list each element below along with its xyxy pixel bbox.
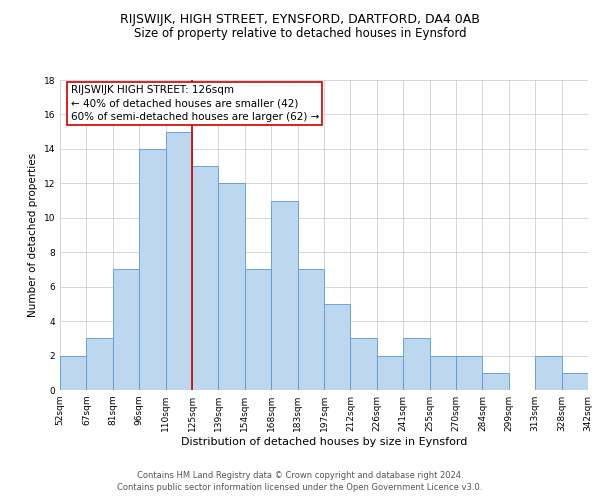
Bar: [113, 270, 139, 390]
Bar: [430, 356, 456, 390]
Bar: [350, 338, 377, 390]
Text: RIJSWIJK HIGH STREET: 126sqm
← 40% of detached houses are smaller (42)
60% of se: RIJSWIJK HIGH STREET: 126sqm ← 40% of de…: [71, 85, 319, 122]
Text: Contains HM Land Registry data © Crown copyright and database right 2024.
Contai: Contains HM Land Registry data © Crown c…: [118, 471, 482, 492]
Bar: [456, 356, 482, 390]
X-axis label: Distribution of detached houses by size in Eynsford: Distribution of detached houses by size …: [181, 437, 467, 447]
Bar: [535, 356, 562, 390]
Text: RIJSWIJK, HIGH STREET, EYNSFORD, DARTFORD, DA4 0AB: RIJSWIJK, HIGH STREET, EYNSFORD, DARTFOR…: [120, 12, 480, 26]
Bar: [562, 373, 588, 390]
Bar: [377, 356, 403, 390]
Bar: [192, 166, 218, 390]
Bar: [324, 304, 350, 390]
Bar: [245, 270, 271, 390]
Text: Size of property relative to detached houses in Eynsford: Size of property relative to detached ho…: [134, 28, 466, 40]
Bar: [298, 270, 324, 390]
Bar: [139, 149, 166, 390]
Bar: [482, 373, 509, 390]
Bar: [166, 132, 192, 390]
Bar: [271, 200, 298, 390]
Bar: [403, 338, 430, 390]
Bar: [218, 184, 245, 390]
Y-axis label: Number of detached properties: Number of detached properties: [28, 153, 38, 317]
Bar: [86, 338, 113, 390]
Bar: [60, 356, 86, 390]
